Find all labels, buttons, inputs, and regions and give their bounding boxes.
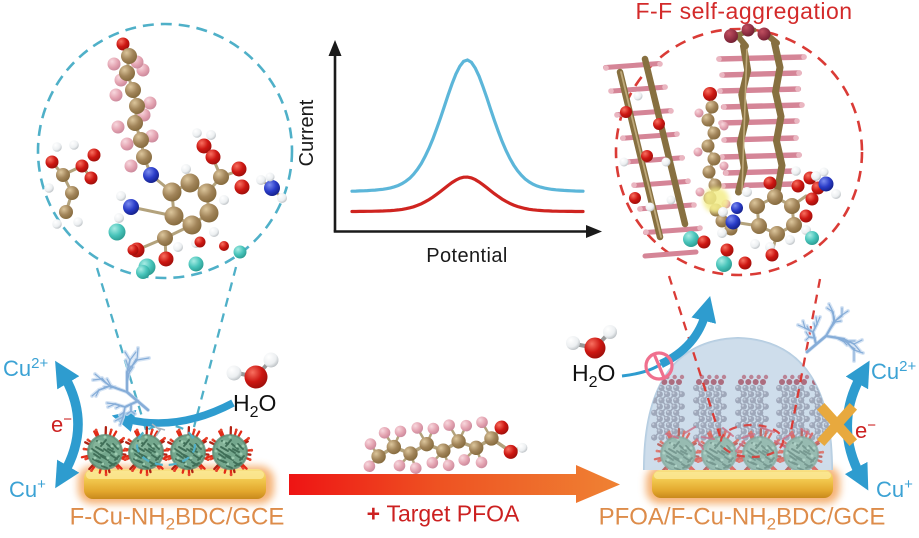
svg-text:F-Cu-NH2BDC/GCE: F-Cu-NH2BDC/GCE (70, 504, 285, 534)
svg-text:Current: Current (296, 99, 318, 166)
svg-text:Potential: Potential (426, 245, 507, 267)
svg-text:F-F self-aggregation: F-F self-aggregation (635, 0, 852, 24)
svg-text:+ Target PFOA: + Target PFOA (367, 501, 520, 527)
svg-text:Cu2+: Cu2+ (3, 355, 48, 381)
svg-text:PFOA/F-Cu-NH2BDC/GCE: PFOA/F-Cu-NH2BDC/GCE (599, 504, 886, 534)
